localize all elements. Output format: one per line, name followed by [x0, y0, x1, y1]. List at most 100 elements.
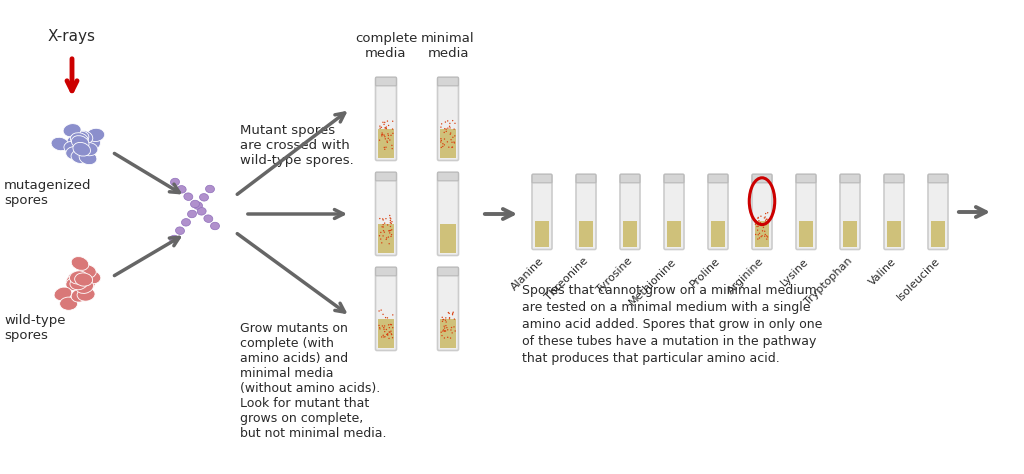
Ellipse shape [68, 271, 85, 285]
FancyBboxPatch shape [709, 174, 728, 183]
Circle shape [386, 329, 387, 330]
Circle shape [383, 230, 384, 231]
Circle shape [445, 128, 446, 130]
Circle shape [381, 310, 382, 311]
Circle shape [761, 225, 763, 226]
FancyBboxPatch shape [928, 174, 948, 183]
Ellipse shape [78, 277, 95, 291]
Circle shape [442, 319, 444, 320]
Ellipse shape [70, 271, 87, 284]
Circle shape [767, 236, 768, 237]
FancyBboxPatch shape [532, 174, 552, 249]
Circle shape [391, 229, 392, 230]
Ellipse shape [63, 141, 82, 155]
Bar [931, 221, 945, 247]
Ellipse shape [66, 274, 84, 288]
Circle shape [391, 324, 392, 325]
Circle shape [758, 226, 759, 227]
Circle shape [440, 127, 441, 128]
Circle shape [765, 220, 766, 221]
Circle shape [450, 123, 451, 124]
Circle shape [444, 328, 445, 329]
Circle shape [387, 137, 389, 139]
Ellipse shape [73, 142, 90, 156]
Circle shape [761, 236, 762, 237]
Circle shape [392, 327, 393, 328]
Ellipse shape [51, 137, 69, 151]
Circle shape [383, 327, 384, 328]
Ellipse shape [71, 150, 89, 164]
FancyBboxPatch shape [437, 172, 459, 181]
Ellipse shape [59, 297, 78, 310]
Circle shape [388, 237, 389, 238]
Circle shape [444, 319, 446, 321]
FancyBboxPatch shape [437, 77, 459, 86]
Ellipse shape [175, 227, 184, 235]
Circle shape [379, 126, 381, 127]
Circle shape [449, 313, 450, 314]
Circle shape [379, 328, 381, 329]
Ellipse shape [177, 186, 186, 193]
FancyBboxPatch shape [928, 174, 948, 249]
Ellipse shape [71, 289, 89, 302]
Ellipse shape [181, 219, 190, 226]
Circle shape [443, 330, 445, 332]
Circle shape [392, 128, 393, 130]
Ellipse shape [198, 208, 206, 215]
Ellipse shape [75, 130, 93, 144]
Ellipse shape [184, 193, 193, 201]
Circle shape [452, 313, 454, 314]
Circle shape [441, 317, 443, 318]
Ellipse shape [79, 151, 97, 164]
Bar [378, 224, 394, 253]
Circle shape [391, 221, 392, 222]
Text: Tyrosine: Tyrosine [595, 256, 634, 295]
Circle shape [445, 325, 446, 327]
Circle shape [764, 217, 765, 219]
FancyBboxPatch shape [708, 174, 728, 249]
Circle shape [384, 146, 385, 148]
Circle shape [388, 230, 389, 231]
Circle shape [441, 123, 442, 125]
Circle shape [450, 337, 452, 339]
Ellipse shape [66, 146, 84, 160]
Circle shape [382, 325, 383, 327]
FancyBboxPatch shape [665, 174, 684, 183]
Circle shape [443, 144, 445, 146]
Circle shape [454, 142, 455, 144]
Circle shape [440, 331, 442, 333]
Circle shape [390, 330, 391, 332]
Circle shape [763, 227, 764, 228]
Circle shape [383, 328, 385, 330]
Circle shape [387, 142, 388, 143]
Circle shape [447, 329, 449, 330]
Circle shape [389, 139, 390, 141]
FancyBboxPatch shape [840, 174, 860, 183]
Ellipse shape [87, 128, 104, 142]
Ellipse shape [190, 200, 200, 208]
Circle shape [449, 317, 451, 319]
Bar [378, 319, 394, 348]
Text: Proline: Proline [688, 256, 722, 290]
Circle shape [759, 233, 760, 234]
Circle shape [453, 137, 454, 138]
Bar [535, 221, 549, 247]
Circle shape [389, 327, 390, 328]
FancyBboxPatch shape [376, 77, 396, 86]
Circle shape [445, 321, 446, 323]
Circle shape [390, 333, 392, 335]
Circle shape [761, 223, 762, 224]
Circle shape [385, 146, 387, 148]
Ellipse shape [76, 280, 93, 293]
Circle shape [385, 218, 387, 219]
Circle shape [450, 134, 451, 135]
Circle shape [452, 332, 453, 334]
Ellipse shape [72, 256, 89, 270]
FancyBboxPatch shape [437, 173, 459, 255]
Circle shape [380, 128, 381, 129]
Circle shape [444, 330, 446, 332]
Circle shape [385, 138, 386, 139]
Text: Alanine: Alanine [509, 256, 546, 292]
Bar [378, 129, 394, 158]
FancyBboxPatch shape [376, 267, 396, 350]
